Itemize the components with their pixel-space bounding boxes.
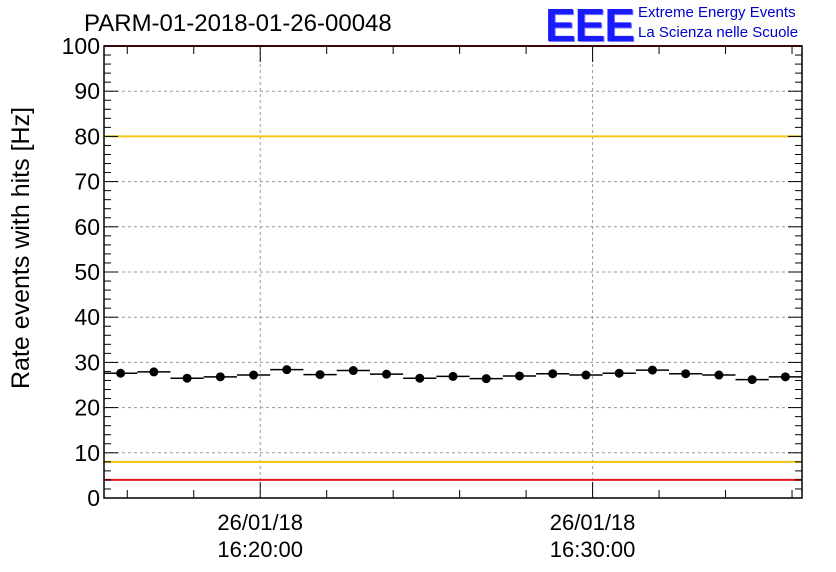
data-point: [714, 370, 724, 380]
data-series: [104, 365, 802, 385]
data-point: [514, 371, 524, 381]
x-tick-label-time: 16:30:00: [550, 537, 636, 562]
grid-layer: [104, 46, 802, 498]
axis-labels: 010203040506070809010026/01/1816:20:0026…: [7, 33, 635, 562]
y-tick-label: 30: [74, 349, 100, 375]
data-point: [282, 365, 292, 375]
data-point: [348, 366, 358, 376]
y-tick-label: 60: [74, 214, 100, 240]
data-point: [448, 371, 458, 381]
x-tick-label-date: 26/01/18: [217, 510, 303, 535]
y-tick-label: 0: [87, 485, 100, 511]
data-point: [116, 368, 126, 378]
logo-line-2: La Scienza nelle Scuole: [638, 24, 799, 41]
data-point: [382, 369, 392, 379]
y-tick-label: 10: [74, 440, 100, 466]
data-point: [149, 367, 159, 377]
data-point: [747, 375, 757, 385]
reference-lines: [104, 45, 802, 481]
eee-logo-mark: EEE: [545, 0, 635, 51]
data-point: [780, 372, 790, 382]
data-point: [315, 370, 325, 380]
data-point: [215, 372, 225, 382]
y-tick-label: 80: [74, 123, 100, 149]
y-tick-label: 40: [74, 304, 100, 330]
x-tick-label-date: 26/01/18: [550, 510, 636, 535]
y-axis-title: Rate events with hits [Hz]: [7, 107, 35, 389]
axes: [103, 45, 803, 499]
data-point: [249, 370, 259, 380]
y-tick-label: 20: [74, 395, 100, 421]
data-point: [548, 369, 558, 379]
data-point: [614, 368, 624, 378]
y-tick-label: 50: [74, 259, 100, 285]
data-point: [647, 365, 657, 375]
y-tick-label: 70: [74, 169, 100, 195]
data-point: [415, 373, 425, 383]
y-tick-label: 100: [62, 33, 100, 59]
data-point: [581, 370, 591, 380]
data-point: [182, 373, 192, 383]
x-tick-label-time: 16:20:00: [217, 537, 303, 562]
data-point: [481, 374, 491, 384]
y-tick-label: 90: [74, 78, 100, 104]
logo-line-1: Extreme Energy Events: [638, 4, 796, 21]
run-title: PARM-01-2018-01-26-00048: [84, 10, 392, 37]
data-point: [681, 369, 691, 379]
